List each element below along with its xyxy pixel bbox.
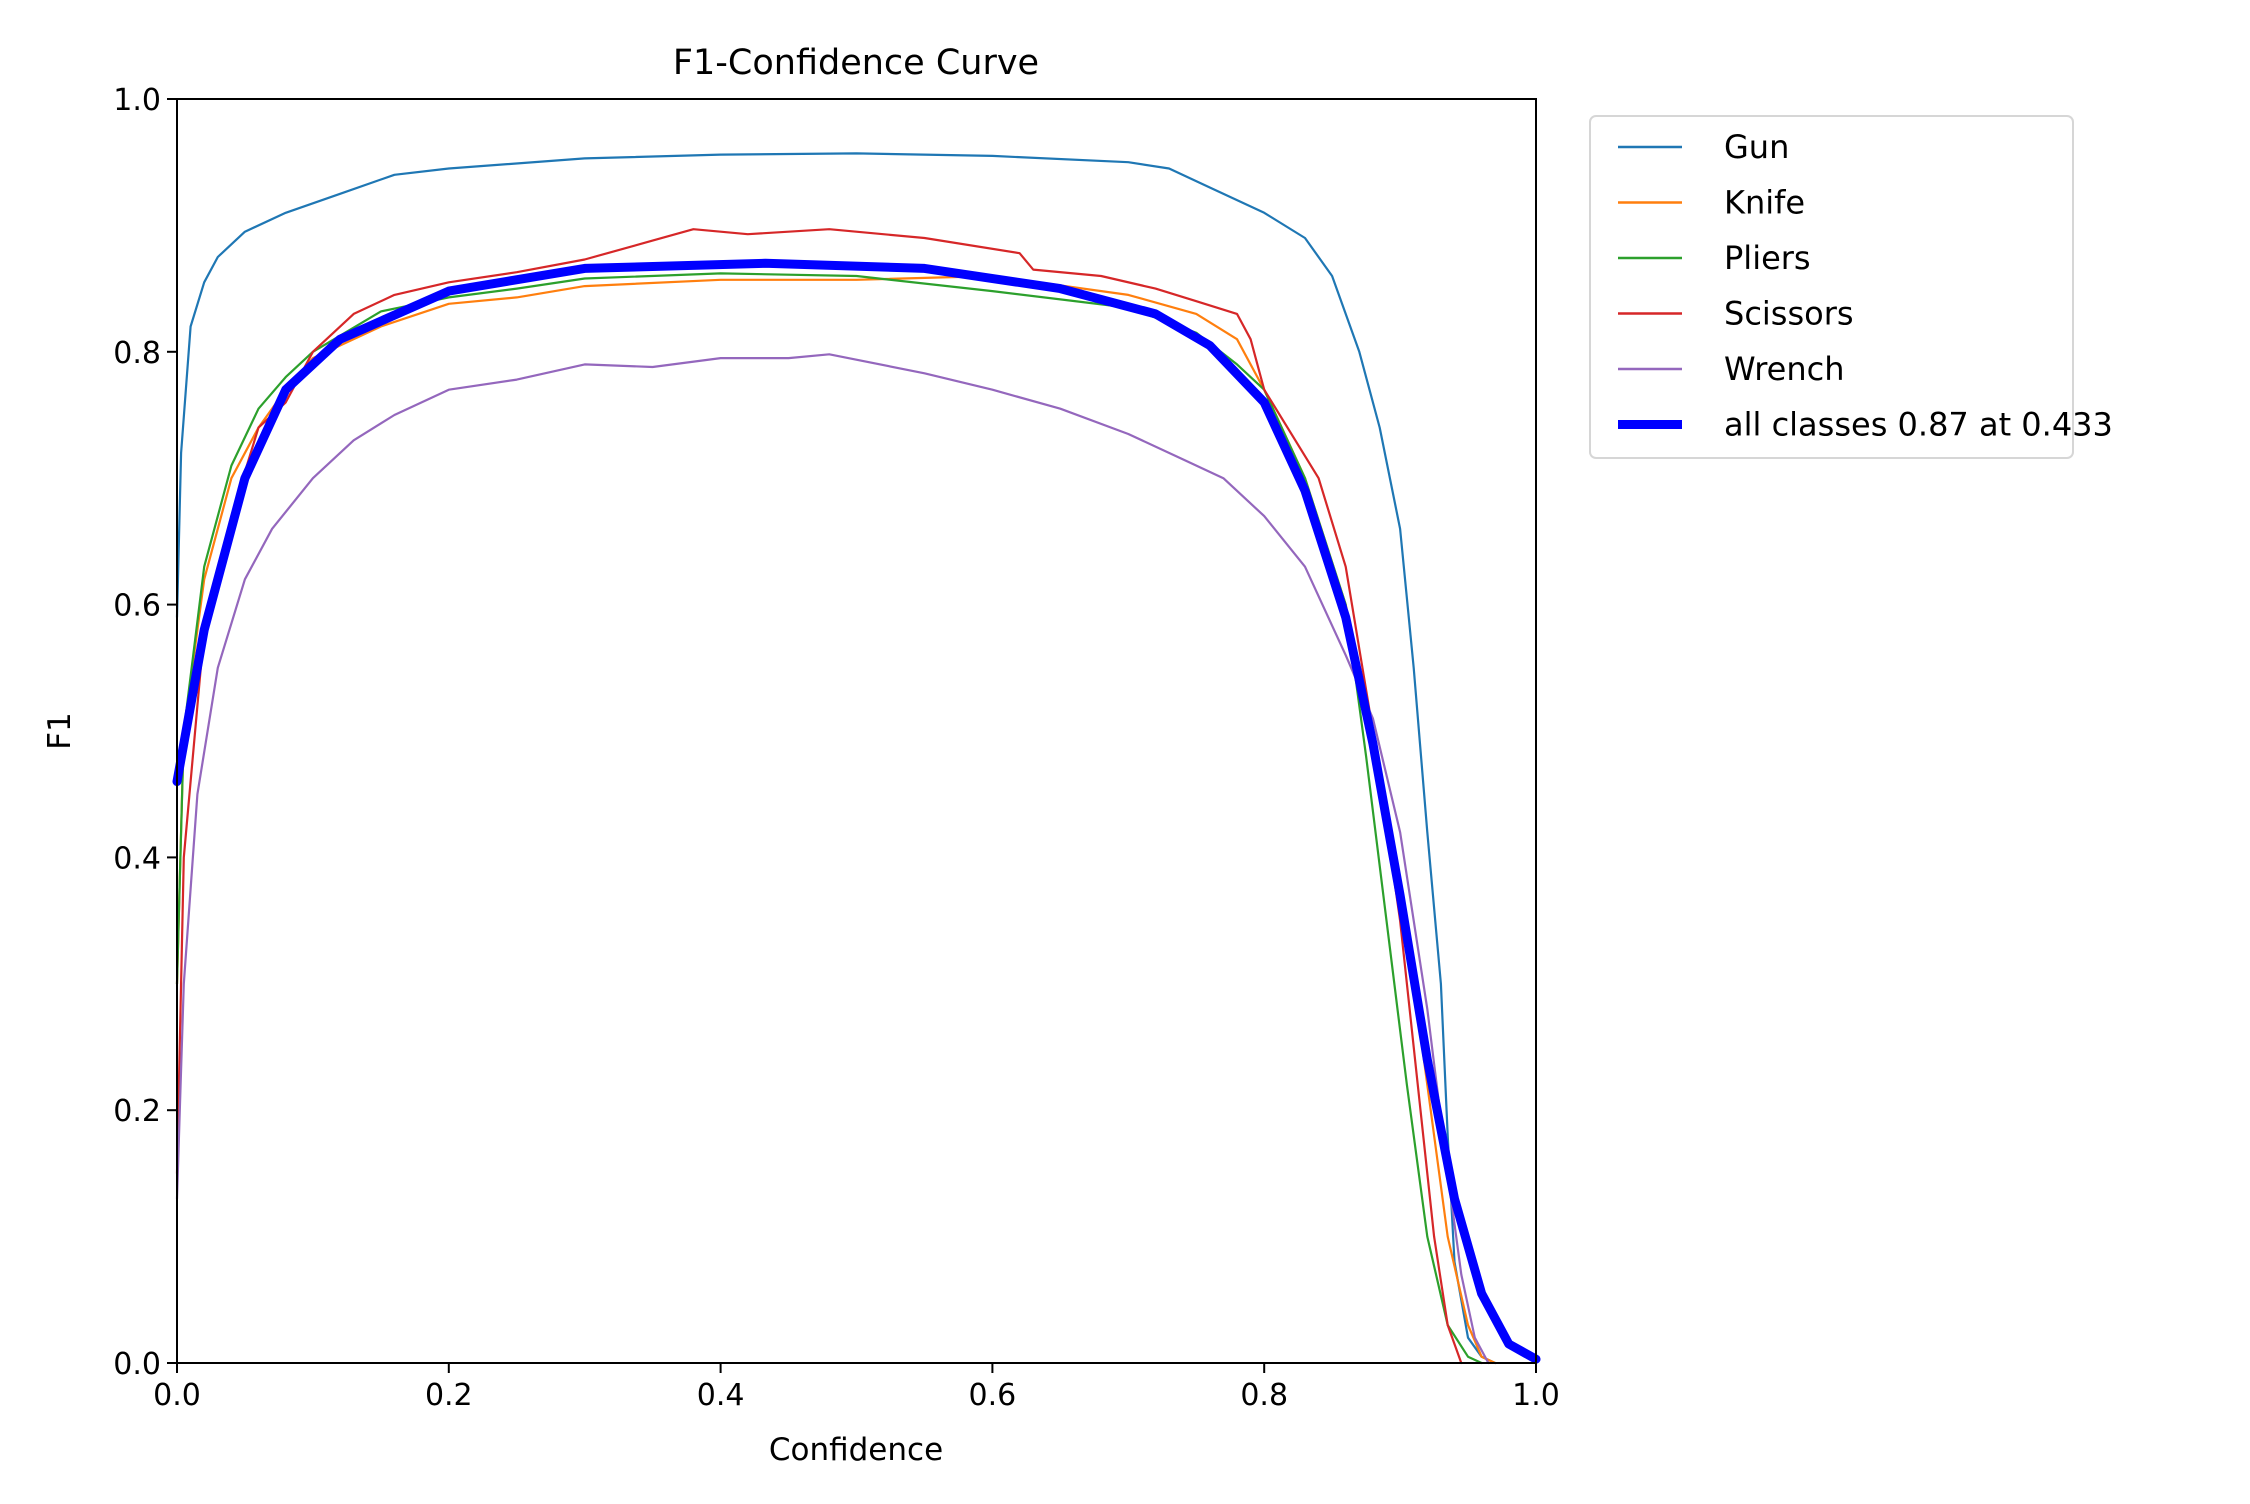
- series-line-wrench: [175, 353, 1490, 1365]
- x-tick-label: 0.4: [697, 1378, 745, 1413]
- legend-label: Knife: [1724, 184, 1805, 222]
- series-line-knife: [175, 274, 1497, 1365]
- y-tick-label: 0.6: [113, 589, 161, 624]
- legend-label: Pliers: [1724, 239, 1811, 277]
- legend: Gun Knife Pliers Scissors Wrench all classes …: [1589, 115, 2113, 459]
- series-line-all-classes-0-87-at-0-433: [172, 258, 1541, 1364]
- x-tick-label: 0.0: [153, 1378, 201, 1413]
- y-tick-label: 0.8: [113, 336, 161, 371]
- series-layer: [172, 152, 1541, 1365]
- legend-label: Gun: [1724, 128, 1789, 166]
- ticks-layer: 0.0 0.2 0.4 0.6 0.8 1.0 0.0 0.2 0.4 0.6 0.8 1.0: [113, 83, 1560, 1413]
- chart-title: F1-Confidence Curve: [673, 43, 1039, 83]
- legend-label: all classes 0.87 at 0.433: [1724, 406, 2113, 444]
- series-line-gun: [175, 152, 1497, 1365]
- y-axis-label: F1: [42, 712, 78, 750]
- legend-frame: [1589, 115, 2074, 459]
- y-tick-label: 0.2: [113, 1094, 161, 1129]
- series-line-pliers: [175, 272, 1483, 1365]
- x-tick-label: 1.0: [1512, 1378, 1560, 1413]
- x-tick-label: 0.2: [425, 1378, 473, 1413]
- x-tick-label: 0.8: [1240, 1378, 1288, 1413]
- x-tick-label: 0.6: [969, 1378, 1017, 1413]
- plot-frame: [176, 98, 1537, 1364]
- y-tick-label: 0.0: [113, 1347, 161, 1382]
- legend-label: Scissors: [1724, 295, 1854, 333]
- y-tick-label: 0.4: [113, 841, 161, 876]
- x-axis-label: Confidence: [769, 1432, 943, 1468]
- legend-label: Wrench: [1724, 350, 1845, 388]
- y-tick-label: 1.0: [113, 83, 161, 118]
